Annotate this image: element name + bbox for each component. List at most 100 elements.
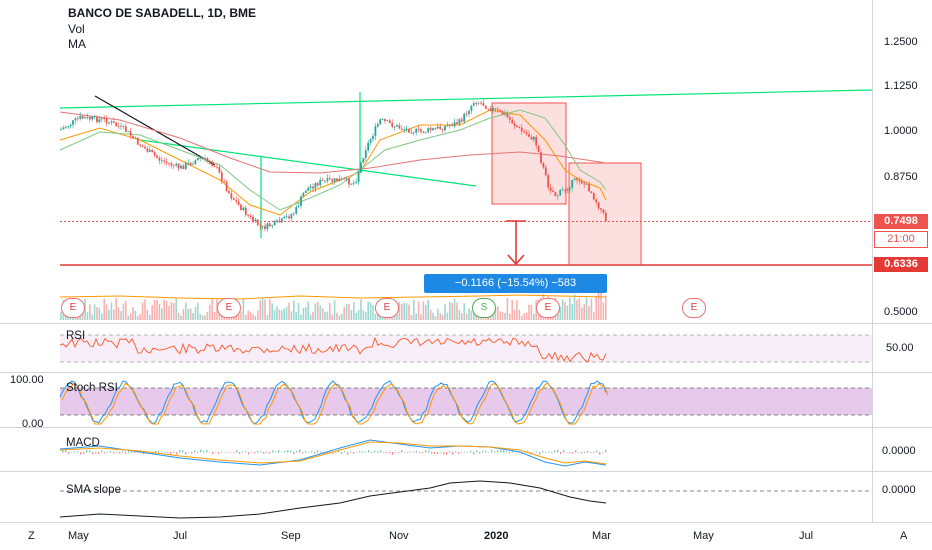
earnings-event-marker[interactable]: E [536, 298, 560, 318]
symbol-title[interactable]: BANCO DE SABADELL, 1D, BME [68, 6, 257, 20]
volume-bar [576, 299, 578, 320]
volume-bar [523, 313, 525, 320]
down-arrow[interactable] [506, 220, 526, 266]
volume-bar [432, 312, 434, 320]
macd-histogram-bar [569, 452, 571, 454]
auto-scale-button[interactable]: A [900, 530, 908, 542]
macd-histogram-bar [341, 452, 343, 454]
volume-bar [144, 299, 146, 320]
stoch-rsi-label[interactable]: Stoch RSI [66, 382, 118, 394]
volume-bar [564, 302, 566, 320]
ma-indicator-label[interactable]: MA [68, 37, 86, 51]
rsi-pane[interactable] [59, 334, 872, 363]
candle-body [297, 205, 300, 208]
candle-body [340, 178, 343, 180]
candle-body [247, 215, 250, 216]
candle-body [110, 121, 113, 123]
volume-bar [276, 306, 278, 320]
earnings-event-marker[interactable]: E [375, 298, 399, 318]
candle-body [324, 180, 326, 182]
volume-indicator-label[interactable]: Vol [68, 22, 85, 36]
macd-histogram-bar [485, 450, 487, 453]
macd-histogram-bar [392, 452, 394, 455]
candle-body [420, 129, 422, 132]
rsi-label[interactable]: RSI [66, 330, 86, 342]
earnings-event-marker[interactable]: E [682, 298, 706, 318]
candle-body [182, 165, 185, 170]
earnings-event-marker[interactable]: E [61, 298, 85, 318]
candle-body [396, 125, 398, 127]
candle-body [105, 118, 108, 124]
macd-histogram-bar [596, 450, 598, 453]
candle-body [321, 180, 324, 181]
macd-histogram-bar [104, 452, 106, 454]
candle-body [547, 175, 550, 188]
macd-histogram-bar [95, 452, 97, 454]
candle-body [240, 204, 242, 210]
macd-histogram-bar [71, 451, 73, 453]
macd-histogram-bar [188, 451, 190, 453]
candle-body [518, 127, 521, 128]
candle-body [432, 128, 434, 131]
macd-label[interactable]: MACD [66, 437, 100, 449]
candle-body [141, 145, 144, 147]
volume-bar [429, 309, 432, 320]
candle-body [355, 181, 358, 183]
macd-histogram-bar [257, 450, 259, 453]
trendlines[interactable] [59, 89, 873, 238]
macd-histogram-bar [404, 452, 406, 453]
candle-body [319, 180, 322, 186]
volume-bar [470, 310, 473, 320]
split-event-marker[interactable]: S [472, 298, 496, 318]
price-tick: 1.1250 [884, 80, 918, 92]
candle-body [525, 132, 528, 135]
candle-body [348, 178, 350, 185]
volume-bar [559, 306, 561, 320]
macd-histogram-bar [449, 450, 451, 453]
volume-bar [245, 315, 247, 320]
macd-histogram-bar [170, 452, 172, 455]
stoch-rsi-pane[interactable] [59, 380, 872, 425]
macd-histogram-bar [98, 452, 100, 455]
candle-body [602, 209, 605, 213]
macd-histogram-bar [62, 450, 64, 453]
candle-body [352, 182, 355, 184]
candle-body [184, 163, 187, 170]
rsi-tick: 50.00 [886, 342, 914, 354]
volume-bar [585, 297, 588, 320]
candle-body [477, 102, 480, 104]
macd-histogram-bar [464, 451, 466, 453]
price-pane[interactable] [59, 89, 873, 320]
candle-body [564, 189, 566, 191]
macd-histogram-bar [83, 452, 85, 455]
candle-body [112, 121, 115, 124]
volume-bar [293, 300, 295, 320]
macd-histogram-bar [380, 450, 382, 453]
volume-bar [561, 299, 564, 320]
sma-slope-pane[interactable] [59, 480, 872, 519]
macd-histogram-bar [77, 451, 79, 453]
macd-histogram-bar [488, 452, 490, 453]
volume-bar [437, 308, 439, 320]
candle-body [441, 128, 444, 131]
macd-histogram-bar [518, 452, 520, 453]
timezone-button[interactable]: Z [28, 530, 35, 542]
macd-histogram-bar [401, 449, 403, 453]
candle-body [532, 137, 535, 140]
sma-slope-label[interactable]: SMA slope [66, 484, 121, 496]
candle-body [124, 126, 127, 132]
macd-histogram-bar [242, 451, 244, 453]
macd-histogram-bar [374, 450, 376, 453]
candle-body [499, 110, 502, 112]
price-tick: 1.2500 [884, 36, 918, 48]
candle-body [516, 125, 518, 128]
earnings-event-marker[interactable]: E [217, 298, 241, 318]
macd-pane[interactable] [59, 439, 607, 467]
candle-body [391, 122, 394, 127]
volume-bar [240, 311, 242, 320]
candle-body [228, 190, 230, 194]
candle-body [283, 216, 286, 219]
volume-bar [175, 298, 177, 320]
candle-body [177, 163, 180, 169]
